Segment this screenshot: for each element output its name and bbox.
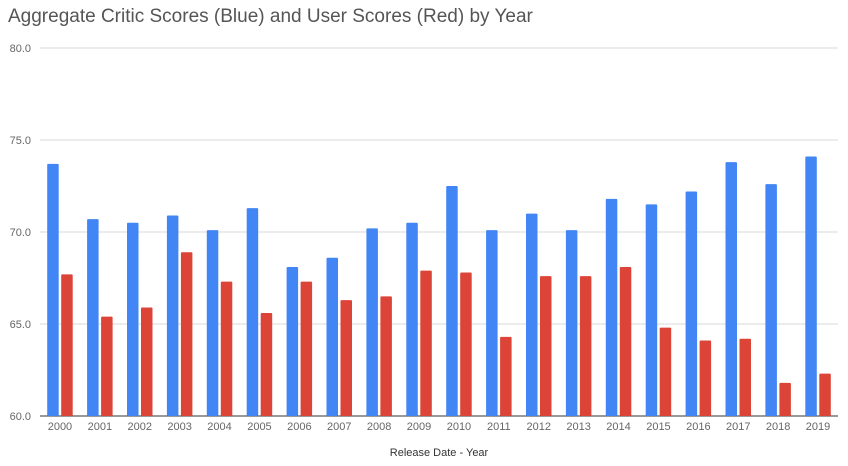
critic-score-bar-2010: [446, 186, 458, 416]
critic-score-bar-2015: [645, 204, 658, 416]
x-tick-label: 2004: [207, 421, 231, 433]
critic-score-bar-2016: [685, 191, 698, 416]
x-tick-label: 2000: [48, 421, 72, 433]
critic-score-bar-2013: [565, 230, 578, 416]
bars: [47, 156, 831, 416]
user-score-bar-2018: [779, 382, 791, 416]
critic-score-bar-2019: [805, 156, 817, 416]
y-tick-label: 70.0: [10, 227, 31, 239]
y-tick-label: 60.0: [10, 411, 31, 423]
user-score-bar-2015: [659, 327, 672, 416]
user-score-bar-2016: [699, 340, 712, 416]
x-tick-label: 2017: [726, 421, 750, 433]
critic-score-bar-2005: [246, 208, 259, 416]
x-tick-label: 2005: [247, 421, 271, 433]
x-tick-label: 2012: [527, 421, 551, 433]
critic-score-bar-2011: [486, 230, 498, 416]
x-tick-label: 2013: [566, 421, 590, 433]
user-score-bar-2006: [300, 281, 313, 416]
x-tick-label: 2014: [606, 421, 630, 433]
x-axis-title: Release Date - Year: [390, 447, 489, 459]
x-tick-label: 2006: [287, 421, 311, 433]
critic-score-bar-2003: [166, 215, 179, 416]
user-score-bar-2007: [340, 300, 352, 416]
critic-score-bar-2000: [47, 163, 59, 416]
user-score-bar-2013: [579, 276, 592, 416]
x-tick-label: 2009: [407, 421, 431, 433]
critic-score-bar-2004: [206, 230, 219, 416]
x-tick-label: 2010: [447, 421, 471, 433]
critic-score-bar-2007: [326, 257, 338, 416]
user-score-bar-2003: [180, 252, 193, 416]
y-axis-ticks: 60.0 65.0 70.0 75.0 80.0: [10, 43, 31, 423]
user-score-bar-2014: [619, 266, 632, 416]
gridlines: [40, 47, 838, 417]
critic-score-bar-2008: [366, 228, 378, 416]
chart-title: Aggregate Critic Scores (Blue) and User …: [8, 6, 533, 27]
x-tick-label: 2007: [327, 421, 351, 433]
user-score-bar-2009: [420, 270, 432, 416]
critic-score-bar-2002: [127, 222, 139, 416]
x-tick-label: 2018: [766, 421, 790, 433]
critic-score-bar-2014: [605, 198, 618, 416]
x-tick-label: 2002: [128, 421, 152, 433]
x-axis-ticks: 2000 2001 2002 2003 2004 2005 2006 2007 2008 2009…: [48, 421, 831, 433]
critic-score-bar-2009: [406, 222, 418, 416]
critic-score-bar-2001: [87, 219, 99, 416]
user-score-bar-2004: [220, 281, 233, 416]
user-score-bar-2017: [739, 338, 751, 416]
x-tick-label: 2015: [646, 421, 670, 433]
x-tick-label: 2019: [806, 421, 830, 433]
user-score-bar-2008: [380, 296, 392, 416]
x-tick-label: 2016: [686, 421, 710, 433]
user-score-bar-2011: [500, 336, 512, 416]
user-score-bar-2005: [260, 312, 273, 416]
x-tick-label: 2001: [88, 421, 112, 433]
user-score-bar-2019: [819, 373, 831, 416]
user-score-bar-2001: [101, 316, 113, 416]
y-tick-label: 75.0: [10, 135, 31, 147]
user-score-bar-2010: [460, 272, 472, 416]
user-score-bar-2012: [540, 276, 552, 416]
user-score-bar-2000: [61, 274, 73, 416]
y-tick-label: 65.0: [10, 319, 31, 331]
x-tick-label: 2011: [487, 421, 511, 433]
critic-score-bar-2017: [725, 162, 737, 416]
critic-score-bar-2018: [765, 184, 777, 416]
user-score-bar-2002: [141, 307, 153, 416]
critic-score-bar-2012: [526, 213, 538, 416]
y-tick-label: 80.0: [10, 43, 31, 55]
x-tick-label: 2008: [367, 421, 391, 433]
critic-score-bar-2006: [286, 266, 299, 416]
x-tick-label: 2003: [167, 421, 191, 433]
